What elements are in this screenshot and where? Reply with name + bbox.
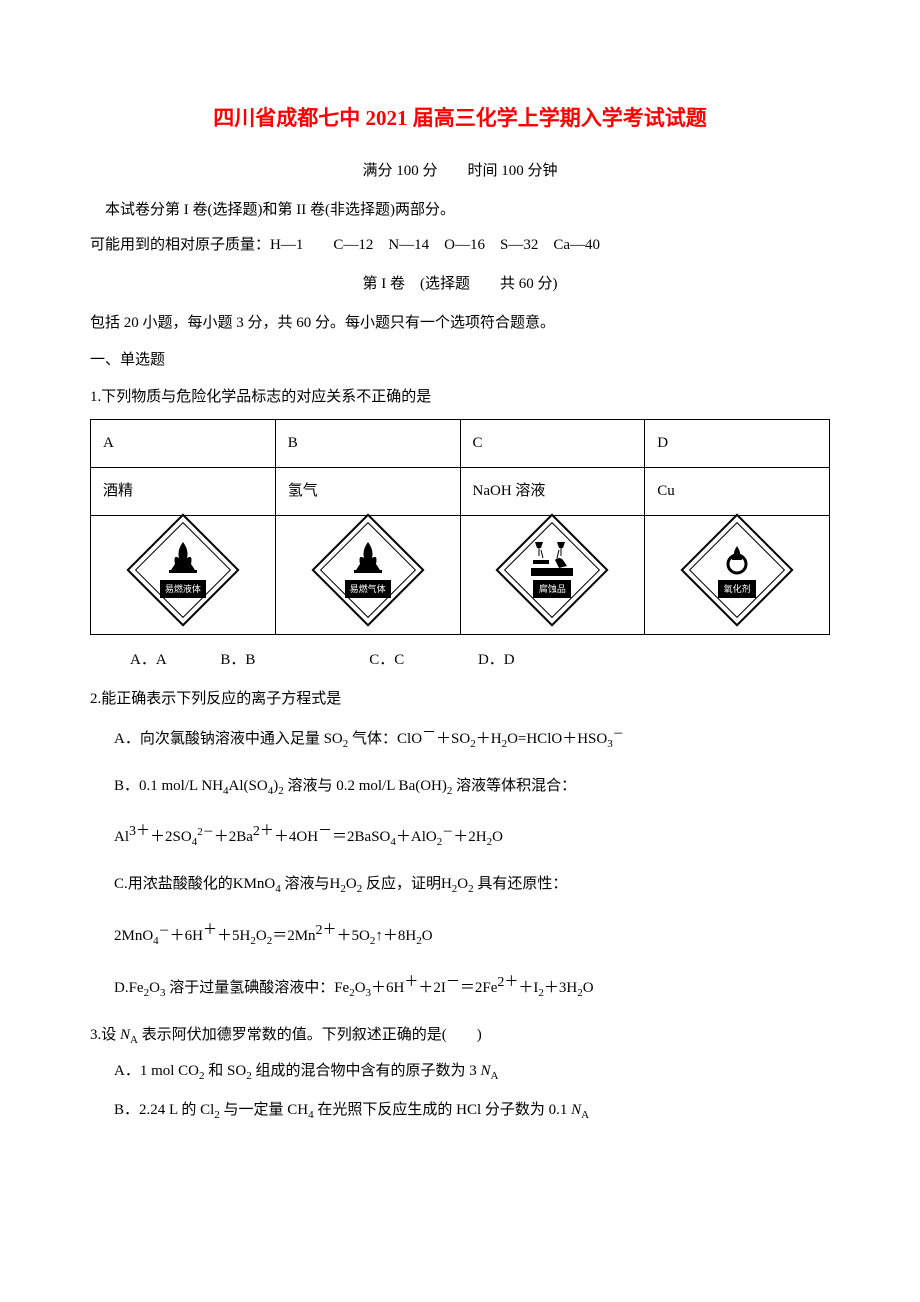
oxidizer-icon: 氧化剂 [672,520,802,620]
q3-option-b: B．2.24 L 的 Cl2 与一定量 CH4 在光照下反应生成的 HCl 分子… [114,1097,830,1126]
question-1-options: A．A B．B C．C D．D [130,647,830,674]
header-a: A [91,419,276,467]
corrosive-icon: 腐蚀品 [487,520,617,620]
hazard-label-b: 易燃气体 [345,580,391,598]
q1-option-c: C．C [369,647,404,674]
substance-c: NaOH 溶液 [460,467,645,515]
exam-title: 四川省成都七中 2021 届高三化学上学期入学考试试题 [90,100,830,138]
section-instructions: 包括 20 小题，每小题 3 分，共 60 分。每小题只有一个选项符合题意。 [90,310,830,337]
hazard-label-d: 氧化剂 [718,580,756,598]
substance-b: 氢气 [275,467,460,515]
substance-a: 酒精 [91,467,276,515]
hazard-label-c: 腐蚀品 [533,580,571,598]
hazard-a: 易燃液体 [91,515,276,634]
q1-option-a: A．A [130,647,167,674]
flammable-liquid-icon: 易燃液体 [118,520,248,620]
hazard-d: 氧化剂 [645,515,830,634]
q1-option-b: B．B [220,647,255,674]
exam-intro: 本试卷分第 I 卷(选择题)和第 II 卷(非选择题)两部分。 [90,197,830,224]
section-1-header: 第 I 卷 (选择题 共 60 分) [90,271,830,298]
q2-option-b-intro: B．0.1 mol/L NH4Al(SO4)2 溶液与 0.2 mol/L Ba… [114,773,830,802]
q2-option-b-equation: Al3＋＋2SO42－＋2Ba2＋＋4OH－＝2BaSO4＋AlO2－＋2H2O [114,819,830,853]
question-1-text: 1.下列物质与危险化学品标志的对应关系不正确的是 [90,384,830,411]
atomic-masses: 可能用到的相对原子质量：H—1 C—12 N—14 O—16 S—32 Ca—4… [90,232,830,259]
flammable-gas-icon: 易燃气体 [303,520,433,620]
header-c: C [460,419,645,467]
hazard-b: 易燃气体 [275,515,460,634]
question-2-text: 2.能正确表示下列反应的离子方程式是 [90,686,830,713]
q2-option-c-equation: 2MnO4－＋6H＋＋5H2O2＝2Mn2＋＋5O2↑＋8H2O [114,918,830,952]
header-b: B [275,419,460,467]
section-label: 一、单选题 [90,347,830,374]
q2-option-c-intro: C.用浓盐酸酸化的KMnO4 溶液与H2O2 反应，证明H2O2 具有还原性： [114,871,830,900]
hazard-c: 腐蚀品 [460,515,645,634]
header-d: D [645,419,830,467]
table-row-headers: A B C D [91,419,830,467]
table-row-substances: 酒精 氢气 NaOH 溶液 Cu [91,467,830,515]
question-3-text: 3.设 NA 表示阿伏加德罗常数的值。下列叙述正确的是( ) [90,1022,830,1051]
question-1-table: A B C D 酒精 氢气 NaOH 溶液 Cu 易燃液体 [90,419,830,635]
q1-option-d: D．D [478,647,515,674]
q3-option-a: A．1 mol CO2 和 SO2 组成的混合物中含有的原子数为 3 NA [114,1058,830,1087]
q2-option-d: D.Fe2O3 溶于过量氢碘酸溶液中：Fe2O3＋6H＋＋2I－＝2Fe2＋＋I… [114,970,830,1004]
table-row-hazards: 易燃液体 易燃气体 [91,515,830,634]
substance-d: Cu [645,467,830,515]
hazard-label-a: 易燃液体 [160,580,206,598]
exam-subtitle: 满分 100 分 时间 100 分钟 [90,158,830,185]
q2-option-a: A．向次氯酸钠溶液中通入足量 SO2 气体：ClO－＋SO2＋H2O=HClO＋… [114,721,830,755]
